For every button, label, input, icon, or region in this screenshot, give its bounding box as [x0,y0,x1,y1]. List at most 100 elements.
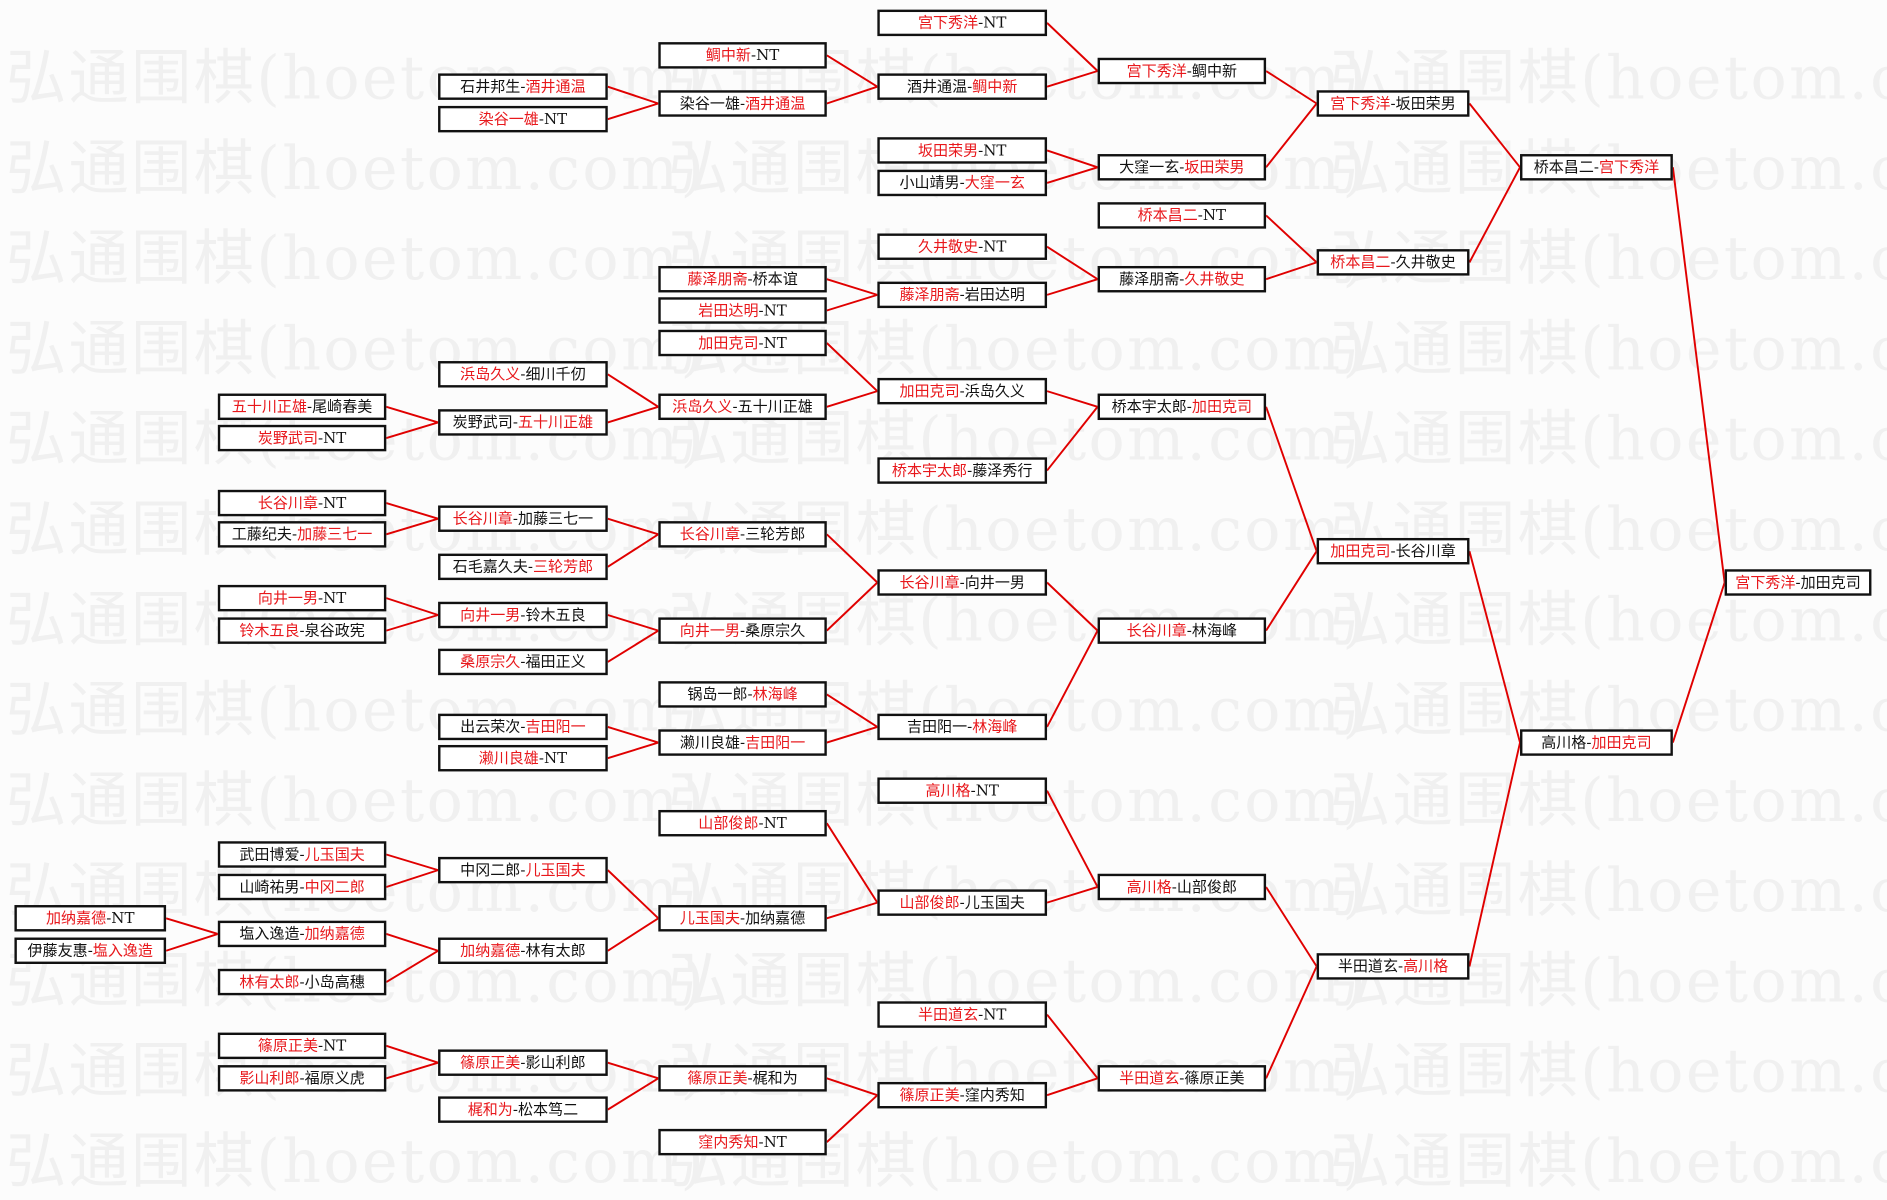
separator: - [318,493,324,512]
connector-line [386,502,439,520]
match-box: 向井一男-桑原宗久 [658,617,827,644]
separator: - [740,93,746,112]
winner-name: 桥本昌二 [1137,205,1198,224]
connector-line [165,917,219,935]
match-box: 久井敬史-NT [877,233,1048,260]
separator: - [732,397,738,416]
player-name: 影山利郎 [525,1053,586,1072]
player-name: NT [323,493,347,512]
match-box: 藤泽朋斋-岩田达明 [877,281,1048,309]
separator: - [758,300,764,319]
connector-line [1468,102,1521,168]
player-name: NT [756,45,780,64]
winner-name: 儿玉国夫 [304,844,365,863]
player-name: 小山靖男 [899,173,960,192]
separator: - [1795,572,1801,591]
match-box: 出云荣次-吉田阳一 [438,713,608,741]
winner-name: 藤泽朋斋 [687,269,748,288]
connector-line [386,1061,439,1080]
player-name: 炭野武司 [452,412,513,431]
winner-name: 加纳嘉德 [46,908,107,927]
connector-line [826,693,878,728]
separator: - [299,924,305,943]
separator: - [520,860,526,879]
winner-name: 篠原正美 [460,1053,521,1072]
connector-line [826,533,879,584]
player-name: 加田克司 [1800,572,1861,591]
connector-line [826,85,878,105]
match-box: 宫下秀洋-NT [877,9,1048,37]
separator: - [1179,269,1185,288]
winner-name: 高川格 [925,781,971,800]
separator: - [758,1132,764,1151]
winner-name: 酒井通温 [525,77,586,96]
winner-name: 山部俊郎 [899,892,960,912]
match-box: 篠原正美-窪内秀知 [877,1081,1048,1109]
separator: - [538,109,544,128]
separator: - [1197,205,1203,224]
match-box: 濑川良雄-吉田阳一 [658,729,827,756]
watermark-text: 弘通围棋(hoetom.com) [1329,584,1887,655]
player-name: 山部俊郎 [1176,877,1238,896]
winner-name: 梶和为 [467,1099,513,1119]
watermark-text: 弘通围棋(hoetom.com) [1329,765,1887,836]
connector-line [1265,886,1318,967]
separator: - [967,717,973,736]
match-box: 宫下秀洋-坂田荣男 [1316,90,1470,117]
separator: - [1593,157,1599,176]
match-box: 长谷川章-加藤三七一 [438,505,608,532]
winner-name: 浜岛久义 [672,397,733,416]
separator: - [299,1068,305,1087]
match-box: 中冈二郎-儿玉国夫 [438,856,608,884]
winner-name: 宫下秀洋 [1330,93,1391,112]
match-box: 篠原正美-影山利郎 [438,1049,608,1076]
winner-name: 宫下秀洋 [1735,572,1796,591]
separator: - [758,333,764,352]
player-name: 泉谷政宪 [304,621,365,640]
watermark-text: 弘通围棋(hoetom.com) [6,223,707,294]
match-box: 山崎祐男-中冈二郎 [217,873,387,901]
player-name: 染谷一雄 [679,93,741,112]
player-name: 加藤三七一 [517,509,594,528]
match-box: 篠原正美-梶和为 [658,1065,827,1092]
player-name: 加纳嘉德 [745,908,806,927]
player-name: 半田道玄 [1337,956,1399,975]
player-name: 锅岛一郎 [687,684,748,703]
connector-line [1046,149,1098,169]
connector-line [1265,70,1318,105]
match-box: 鲷中新-NT [658,42,827,69]
winner-name: 鲷中新 [705,45,751,64]
winner-name: 向井一男 [257,588,319,607]
match-box: 半田道玄-NT [877,1001,1048,1028]
separator: - [750,45,757,64]
winner-name: 吉田阳一 [525,717,586,736]
match-box: 炭野武司-五十川正雄 [438,409,608,436]
winner-name: 加田克司 [698,333,759,352]
winner-name: 五十川正雄 [231,397,308,416]
player-name: NT [983,13,1007,32]
connector-line [1468,742,1521,967]
connector-line [385,949,439,983]
player-name: NT [543,748,568,767]
match-box: 篠原正美-NT [217,1032,387,1060]
connector-line [386,614,439,632]
player-name: NT [323,1036,347,1055]
winner-name: 山部俊郎 [698,813,759,832]
winner-name: 篠原正美 [687,1068,748,1087]
connector-line [1468,166,1521,263]
player-name: 武田博爱 [239,844,300,863]
match-box: 加田克司-浜岛久义 [877,377,1048,405]
connector-line [826,390,878,408]
winner-name: 影山利郎 [239,1068,300,1087]
match-box: 林有太郎-小岛高穗 [217,968,387,996]
separator: - [740,908,746,927]
player-name: 工藤纪夫 [231,524,292,543]
match-box: 炭野武司-NT [217,424,387,452]
match-box: 染谷一雄-NT [438,105,608,133]
match-box: 伊藤友惠-塩入逸造 [14,937,167,965]
player-name: 伊藤友惠 [27,941,88,960]
match-box: 山部俊郎-NT [658,809,827,837]
connector-line [1468,550,1521,743]
winner-name: 高川格 [1126,877,1172,896]
match-box: 桑原宗久-福田正义 [438,648,608,676]
